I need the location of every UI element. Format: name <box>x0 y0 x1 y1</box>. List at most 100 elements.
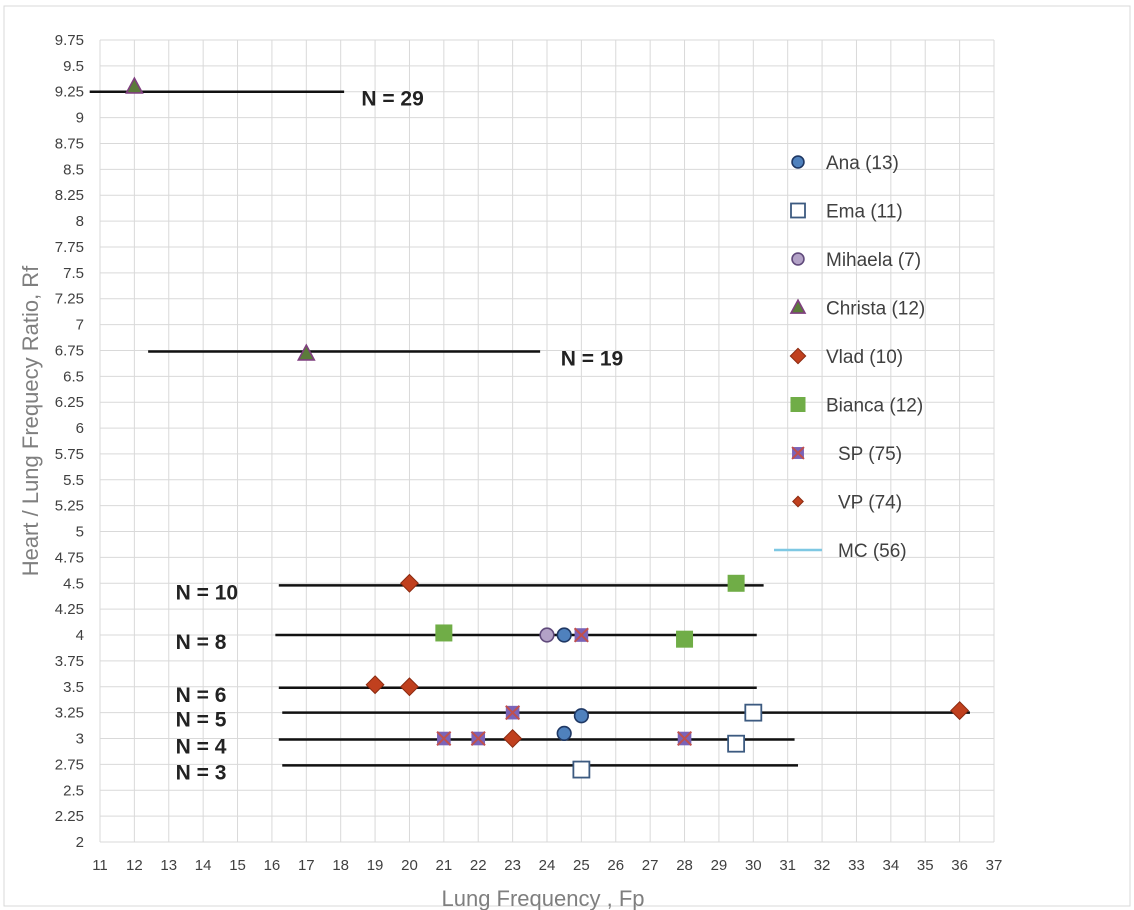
y-tick-label: 3.5 <box>63 679 84 696</box>
reference-line-label: N = 10 <box>176 581 238 604</box>
data-point-vlad <box>503 729 523 749</box>
data-point-ana <box>556 627 572 643</box>
x-tick-label: 19 <box>367 857 384 874</box>
x-tick-label: 34 <box>883 857 900 874</box>
x-tick-label: 22 <box>470 857 487 874</box>
x-tick-label: 21 <box>436 857 453 874</box>
data-point-christa <box>125 76 144 94</box>
legend-label: VP (74) <box>838 493 902 514</box>
y-tick-label: 3 <box>76 731 84 748</box>
y-tick-label: 4 <box>76 627 84 644</box>
legend-marker <box>789 347 807 365</box>
data-point-ema <box>572 760 591 779</box>
data-point-bianca <box>676 630 694 648</box>
data-point-sp <box>436 731 452 747</box>
data-point-sp <box>573 627 589 643</box>
legend-label: Ana (13) <box>826 153 899 174</box>
y-tick-label: 4.75 <box>55 549 84 566</box>
x-tick-label: 36 <box>951 857 968 874</box>
data-point-ema <box>744 703 763 722</box>
data-point-sp <box>505 705 521 721</box>
legend-label: SP (75) <box>838 444 902 465</box>
y-tick-label: 6.5 <box>63 368 84 385</box>
x-tick-label: 23 <box>504 857 521 874</box>
data-point-sp <box>470 731 486 747</box>
data-point-ana <box>573 708 589 724</box>
legend-label: Vlad (10) <box>826 347 903 368</box>
y-tick-label: 3.25 <box>55 705 84 722</box>
x-tick-label: 35 <box>917 857 934 874</box>
y-tick-label: 2 <box>76 834 84 851</box>
legend-label: Mihaela (7) <box>826 250 921 271</box>
legend-marker <box>790 202 806 219</box>
reference-line-label: N = 8 <box>176 631 227 654</box>
y-tick-label: 9.5 <box>63 58 84 75</box>
data-point-mihaela <box>539 627 555 643</box>
x-tick-label: 13 <box>160 857 177 874</box>
reference-line-label: N = 29 <box>361 88 423 111</box>
x-tick-label: 12 <box>126 857 143 874</box>
x-tick-label: 26 <box>607 857 624 874</box>
x-tick-label: 11 <box>92 857 108 874</box>
legend-label: Bianca (12) <box>826 396 923 417</box>
legend-marker <box>792 495 804 508</box>
y-tick-label: 2.5 <box>63 782 84 799</box>
y-tick-label: 4.25 <box>55 601 84 618</box>
y-tick-label: 5.5 <box>63 472 84 489</box>
y-axis-title: Heart / Lung Frequecy Ratio, Rf <box>18 265 43 576</box>
x-axis-title: Lung Frequency , Fp <box>441 886 644 910</box>
data-point-vlad <box>365 675 385 695</box>
x-tick-label: 29 <box>711 857 728 874</box>
data-point-ema <box>727 734 746 753</box>
data-point-bianca <box>727 574 745 592</box>
y-tick-label: 9 <box>76 110 84 127</box>
data-point-christa <box>296 343 316 361</box>
y-tick-label: 8 <box>76 213 84 230</box>
y-tick-label: 8.25 <box>55 187 84 204</box>
y-tick-label: 2.75 <box>55 756 84 773</box>
y-tick-label: 2.25 <box>55 808 84 825</box>
x-tick-label: 30 <box>745 857 762 874</box>
x-tick-label: 37 <box>986 857 1003 874</box>
legend-label: Ema (11) <box>826 202 903 223</box>
legend-marker <box>790 397 806 412</box>
legend-label: MC (56) <box>838 541 907 562</box>
legend-marker <box>789 298 807 314</box>
x-tick-label: 17 <box>298 857 315 874</box>
y-tick-label: 9.75 <box>55 32 84 49</box>
y-tick-label: 7.75 <box>55 239 84 256</box>
legend-marker <box>791 446 805 460</box>
y-tick-label: 7.5 <box>63 265 84 282</box>
y-tick-label: 9.25 <box>55 84 84 101</box>
data-point-vlad <box>950 701 970 721</box>
data-point-sp <box>677 731 693 747</box>
chart-frame <box>3 5 1131 907</box>
y-tick-label: 5 <box>76 524 84 541</box>
data-point-vlad <box>399 573 419 593</box>
x-tick-label: 24 <box>539 857 556 874</box>
x-tick-label: 33 <box>848 857 865 874</box>
y-tick-label: 3.75 <box>55 653 84 670</box>
x-tick-label: 16 <box>264 857 281 874</box>
reference-line-label: N = 5 <box>176 709 227 732</box>
reference-line-label: N = 6 <box>176 684 227 707</box>
y-tick-label: 5.75 <box>55 446 84 463</box>
x-tick-label: 18 <box>332 857 349 874</box>
y-tick-label: 8.75 <box>55 135 84 152</box>
x-tick-label: 28 <box>676 857 693 874</box>
y-tick-label: 8.5 <box>63 161 84 178</box>
x-tick-label: 25 <box>573 857 590 874</box>
x-tick-label: 32 <box>814 857 831 874</box>
y-tick-label: 5.25 <box>55 498 84 515</box>
y-tick-label: 6 <box>76 420 84 437</box>
data-point-bianca <box>435 624 453 642</box>
y-tick-label: 7.25 <box>55 291 84 308</box>
reference-line-label: N = 4 <box>176 736 227 759</box>
y-tick-label: 7 <box>76 317 84 334</box>
reference-line-label: N = 3 <box>176 761 227 784</box>
y-tick-label: 6.25 <box>55 394 84 411</box>
legend-marker <box>791 155 805 169</box>
legend-label: Christa (12) <box>826 299 925 320</box>
